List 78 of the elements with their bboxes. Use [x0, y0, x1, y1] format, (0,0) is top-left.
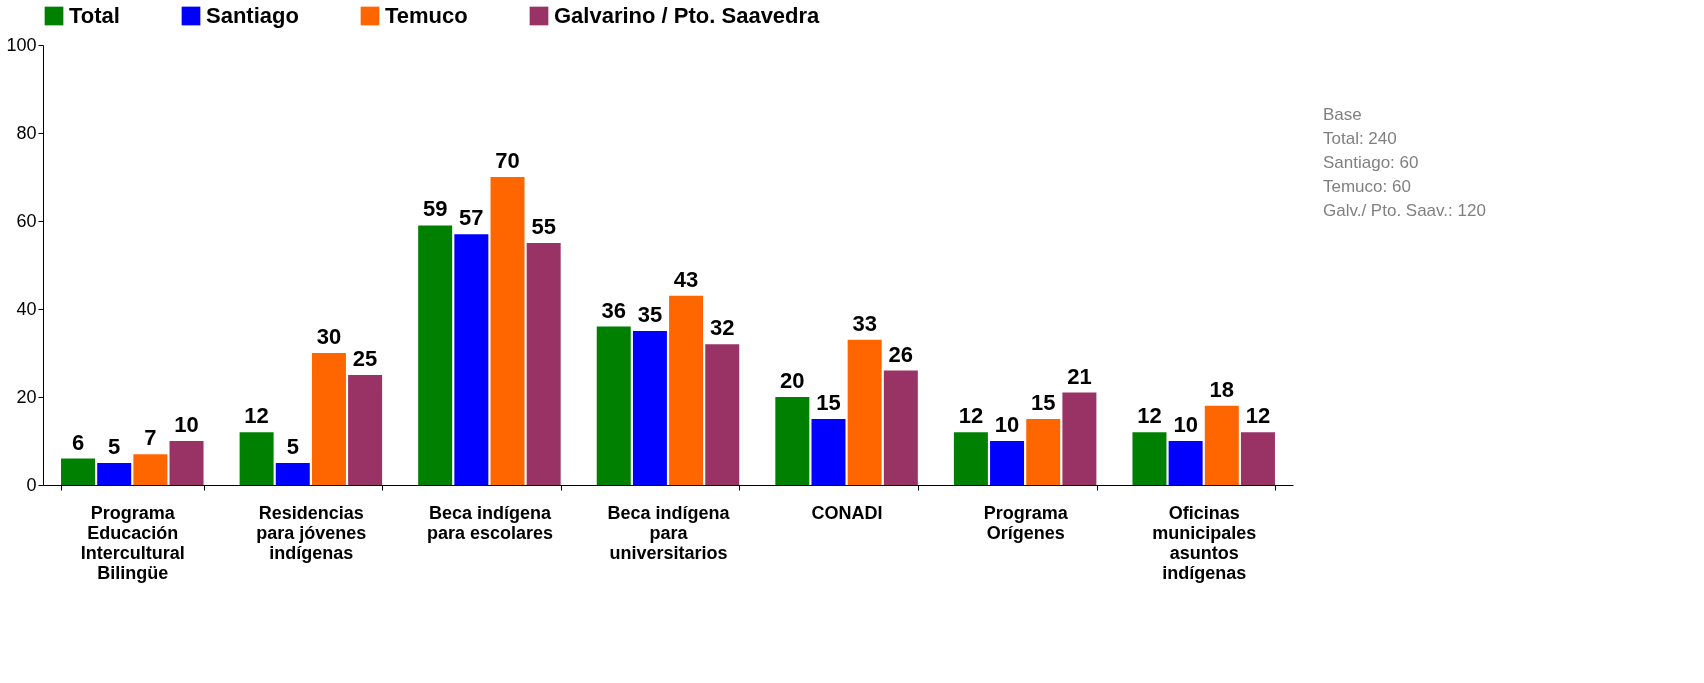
data-label: 21 — [1067, 363, 1092, 389]
bar — [311, 353, 346, 485]
data-label: 7 — [144, 425, 157, 451]
bar — [418, 225, 453, 485]
data-label: 30 — [316, 324, 342, 349]
bar — [775, 397, 810, 485]
bar — [632, 331, 667, 485]
text: Galv./ Pto. Saav.: 120 — [1323, 201, 1486, 220]
bar — [1026, 419, 1061, 485]
legend-label: Total — [69, 3, 120, 28]
data-label: 57 — [459, 205, 484, 231]
legend-label: Santiago — [206, 3, 299, 28]
bar — [1240, 432, 1275, 485]
bar — [133, 454, 168, 485]
bar — [1062, 392, 1097, 485]
data-label: 59 — [422, 196, 448, 222]
x-tick-label: Residencias para jóvenes indígenas — [256, 502, 367, 563]
data-label: 12 — [1137, 403, 1162, 429]
bar — [669, 295, 704, 485]
legend-label: Temuco — [385, 3, 468, 28]
x-tick-label: CONADI — [811, 502, 883, 523]
data-label: 35 — [637, 302, 663, 327]
bar — [705, 344, 740, 485]
bar — [596, 326, 631, 485]
x-tick-label: Beca indígena para universitarios — [607, 502, 731, 563]
x-tick-label: Programa Orígenes — [983, 502, 1069, 543]
y-tick-label: 20 — [16, 386, 37, 407]
bar — [490, 177, 525, 485]
bar — [883, 370, 918, 485]
bar — [811, 419, 846, 485]
text: Total: 240 — [1323, 129, 1397, 148]
legend-label: Galvarino / Pto. Saavedra — [554, 3, 821, 28]
text: Base — [1323, 105, 1362, 124]
bar — [454, 234, 489, 485]
data-label: 15 — [1030, 390, 1056, 415]
bar — [847, 339, 882, 485]
data-label: 5 — [108, 434, 121, 459]
bar — [61, 458, 96, 485]
bar — [990, 441, 1025, 485]
data-label: 70 — [495, 148, 520, 173]
bar — [275, 463, 310, 485]
data-label: 18 — [1209, 376, 1235, 402]
data-label: 5 — [286, 434, 299, 459]
data-label: 55 — [531, 214, 556, 239]
bar — [953, 432, 988, 485]
y-tick-label: 80 — [16, 122, 37, 143]
bar — [1204, 405, 1239, 485]
data-label: 25 — [352, 346, 378, 371]
x-tick-label: Programa Educación Intercultural Bilingüe — [80, 502, 185, 583]
data-label: 26 — [888, 341, 914, 367]
data-label: 15 — [816, 390, 841, 415]
data-label: 33 — [852, 310, 877, 336]
x-tick-label: Beca indígena para escolares — [426, 502, 553, 543]
text: Temuco: 60 — [1323, 177, 1411, 196]
data-label: 10 — [994, 412, 1020, 437]
data-label: 12 — [1245, 403, 1271, 429]
data-label: 12 — [958, 403, 984, 429]
data-label: 10 — [174, 412, 199, 437]
bar — [1168, 441, 1203, 485]
data-label: 12 — [244, 403, 269, 429]
x-tick-label: Oficinas municipales asuntos indígenas — [1152, 502, 1257, 583]
bar — [97, 463, 132, 485]
y-tick-label: 100 — [6, 34, 37, 55]
y-tick-label: 60 — [16, 210, 37, 231]
text: Santiago: 60 — [1323, 153, 1419, 172]
data-label: 20 — [780, 368, 805, 393]
data-label: 10 — [1173, 412, 1198, 437]
data-label: 32 — [710, 315, 735, 341]
y-tick-label: 0 — [26, 474, 37, 495]
bar — [348, 375, 383, 485]
data-label: 43 — [673, 266, 699, 292]
bar — [1132, 432, 1167, 485]
y-tick-label: 40 — [16, 298, 37, 319]
data-label: 36 — [601, 297, 626, 323]
data-label: 6 — [71, 429, 85, 455]
bar — [169, 441, 204, 485]
bar — [526, 243, 561, 485]
bar — [239, 432, 274, 485]
